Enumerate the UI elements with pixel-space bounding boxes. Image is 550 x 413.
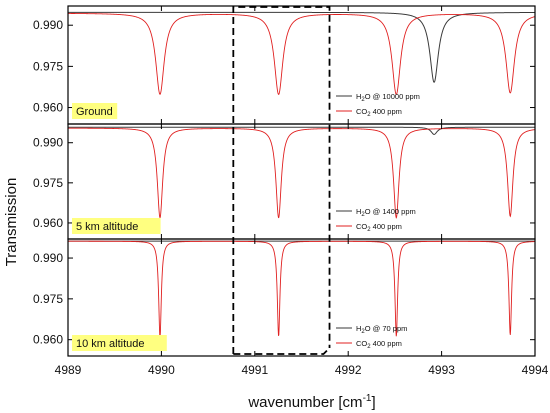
legend-entry-prefix: H <box>356 207 361 216</box>
legend-entry-suffix: 400 ppm <box>371 222 402 231</box>
highlight-box-bottom <box>233 347 331 355</box>
y-tick-label: 0.960 <box>33 101 63 115</box>
panel-frame <box>67 5 536 125</box>
panel-frame <box>67 238 536 357</box>
legend-entry: CO2 400 ppm <box>356 222 402 233</box>
x-tick-label: 4994 <box>522 363 549 377</box>
legend-entry-subscript: 2 <box>361 329 365 335</box>
panel-tag-text: 10 km altitude <box>76 338 144 350</box>
legend-entry-subscript: 2 <box>361 97 365 103</box>
y-tick-label: 0.975 <box>33 292 63 306</box>
series-line-h2o <box>68 126 535 135</box>
legend-entry-prefix: CO <box>356 339 367 348</box>
panel-tag-bg <box>72 103 118 119</box>
legend-entry: H2O @ 1400 ppm <box>356 207 416 218</box>
series-line-co2 <box>68 240 535 338</box>
x-tick-label: 4991 <box>241 363 268 377</box>
y-tick-label: 0.975 <box>33 59 63 73</box>
x-tick-label: 4993 <box>428 363 455 377</box>
panel-tag: 5 km altitude <box>72 218 161 234</box>
x-axis-label-exponent: -1 <box>363 393 372 404</box>
x-tick-label: 4989 <box>55 363 82 377</box>
y-axis-label: Transmission <box>3 178 20 267</box>
y-tick-label: 0.975 <box>33 176 63 190</box>
legend-entry: H2O @ 70 ppm <box>356 324 407 335</box>
legend-entry-suffix: O @ 10000 ppm <box>365 92 420 101</box>
legend-entry-subscript: 2 <box>367 112 371 118</box>
legend-entry-suffix: 400 ppm <box>371 339 402 348</box>
legend-entry: CO2 400 ppm <box>356 107 402 118</box>
legend-entry-prefix: H <box>356 92 361 101</box>
legend-entry: CO2 400 ppm <box>356 339 402 350</box>
series-line-h2o <box>68 11 535 83</box>
panel-tag-bg <box>72 218 161 234</box>
x-axis-label: wavenumber [cm-1] <box>247 393 375 411</box>
y-tick-label: 0.960 <box>33 333 63 347</box>
panel-tag: 10 km altitude <box>72 335 167 351</box>
legend-entry: H2O @ 10000 ppm <box>356 92 420 103</box>
y-tick-label: 0.990 <box>33 136 63 150</box>
panel-tag: Ground <box>72 103 118 119</box>
legend-entry-prefix: CO <box>356 107 367 116</box>
legend-entry-prefix: H <box>356 324 361 333</box>
legend-entry-subscript: 2 <box>367 227 371 233</box>
x-tick-label: 4990 <box>148 363 175 377</box>
y-tick-label: 0.960 <box>33 216 63 230</box>
legend-entry-prefix: CO <box>356 222 367 231</box>
series-line-co2 <box>68 127 535 219</box>
legend-entry-suffix: O @ 1400 ppm <box>365 207 416 216</box>
x-tick-label: 4992 <box>335 363 362 377</box>
y-tick-label: 0.990 <box>33 18 63 32</box>
y-tick-label: 0.990 <box>33 251 63 265</box>
x-axis: 4989 4990 4991 4992 4993 4994 <box>55 363 549 377</box>
panel-tag-text: 5 km altitude <box>76 221 138 233</box>
series-line-co2 <box>68 13 535 96</box>
legend-entry-suffix: O @ 70 ppm <box>365 324 408 333</box>
x-axis-label-main: wavenumber [cm <box>247 394 362 411</box>
panel-tag-text: Ground <box>76 106 113 118</box>
legend-entry-subscript: 2 <box>361 212 365 218</box>
legend-entry-subscript: 2 <box>367 344 371 350</box>
legend-entry-suffix: 400 ppm <box>371 107 402 116</box>
panel-tag-bg <box>72 335 167 351</box>
x-axis-label-close: ] <box>371 394 375 411</box>
